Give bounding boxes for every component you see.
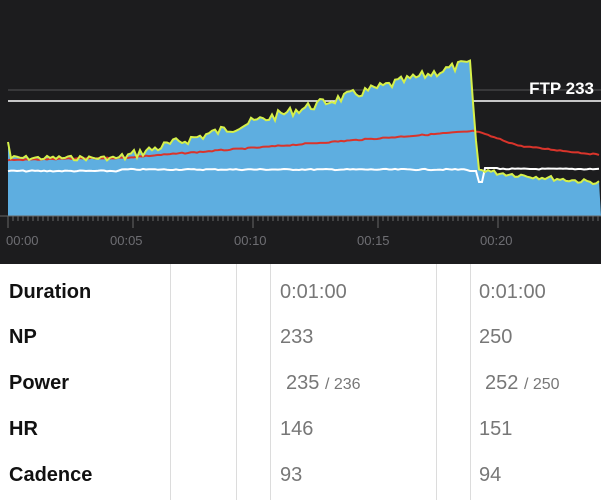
column-divider — [236, 264, 237, 500]
row-label-hr: HR — [9, 418, 38, 440]
power-area — [8, 60, 601, 216]
interval-2-duration: 0:01:00 — [479, 282, 546, 302]
time-label: 00:15 — [357, 233, 390, 248]
interval-stats-table: Duration 0:01:00 0:01:00 NP 233 250 Powe… — [0, 264, 601, 500]
value: 94 — [479, 464, 502, 486]
value: 146 — [280, 418, 314, 440]
interval-1-np: 233 — [280, 327, 313, 347]
interval-1-power: 235 / 236 — [286, 373, 361, 393]
sub-value: / 236 — [324, 376, 361, 393]
row-label-np: NP — [9, 326, 37, 348]
time-label: 00:05 — [110, 233, 143, 248]
power-chart-panel[interactable]: FTP 233 00:00 00:05 00:10 00:15 00:20 — [0, 0, 601, 264]
row-label-cadence: Cadence — [9, 464, 93, 486]
interval-2-np: 250 — [479, 327, 512, 347]
value: 235 — [286, 372, 320, 394]
interval-2-power: 252 / 250 — [485, 373, 560, 393]
interval-1-hr: 146 — [280, 419, 313, 439]
column-divider — [170, 264, 171, 500]
power-line — [7, 59, 600, 186]
interval-2-hr: 151 — [479, 419, 512, 439]
power-chart[interactable]: FTP 233 00:00 00:05 00:10 00:15 00:20 — [0, 0, 601, 264]
hr-line — [7, 129, 600, 162]
value: 250 — [479, 326, 513, 348]
value: 151 — [479, 418, 513, 440]
value: 93 — [280, 464, 303, 486]
chart-series-group — [7, 59, 601, 216]
column-divider — [436, 264, 437, 500]
row-label-power: Power — [9, 372, 70, 394]
time-label: 00:20 — [480, 233, 513, 248]
x-axis-ticks — [7, 216, 599, 228]
interval-1-cadence: 93 — [280, 465, 302, 485]
ftp-label: FTP 233 — [529, 79, 594, 98]
value: 233 — [280, 326, 314, 348]
column-divider — [270, 264, 271, 500]
x-axis-tick-labels: 00:00 00:05 00:10 00:15 00:20 — [6, 233, 513, 248]
value: 0:01:00 — [280, 281, 347, 303]
cadence-line — [7, 167, 600, 183]
value: 252 — [485, 372, 519, 394]
time-label: 00:00 — [6, 233, 39, 248]
row-label-duration: Duration — [9, 281, 92, 303]
value: 0:01:00 — [479, 281, 546, 303]
sub-value: / 250 — [523, 376, 560, 393]
interval-2-cadence: 94 — [479, 465, 501, 485]
interval-1-duration: 0:01:00 — [280, 282, 347, 302]
time-label: 00:10 — [234, 233, 267, 248]
column-divider — [470, 264, 471, 500]
